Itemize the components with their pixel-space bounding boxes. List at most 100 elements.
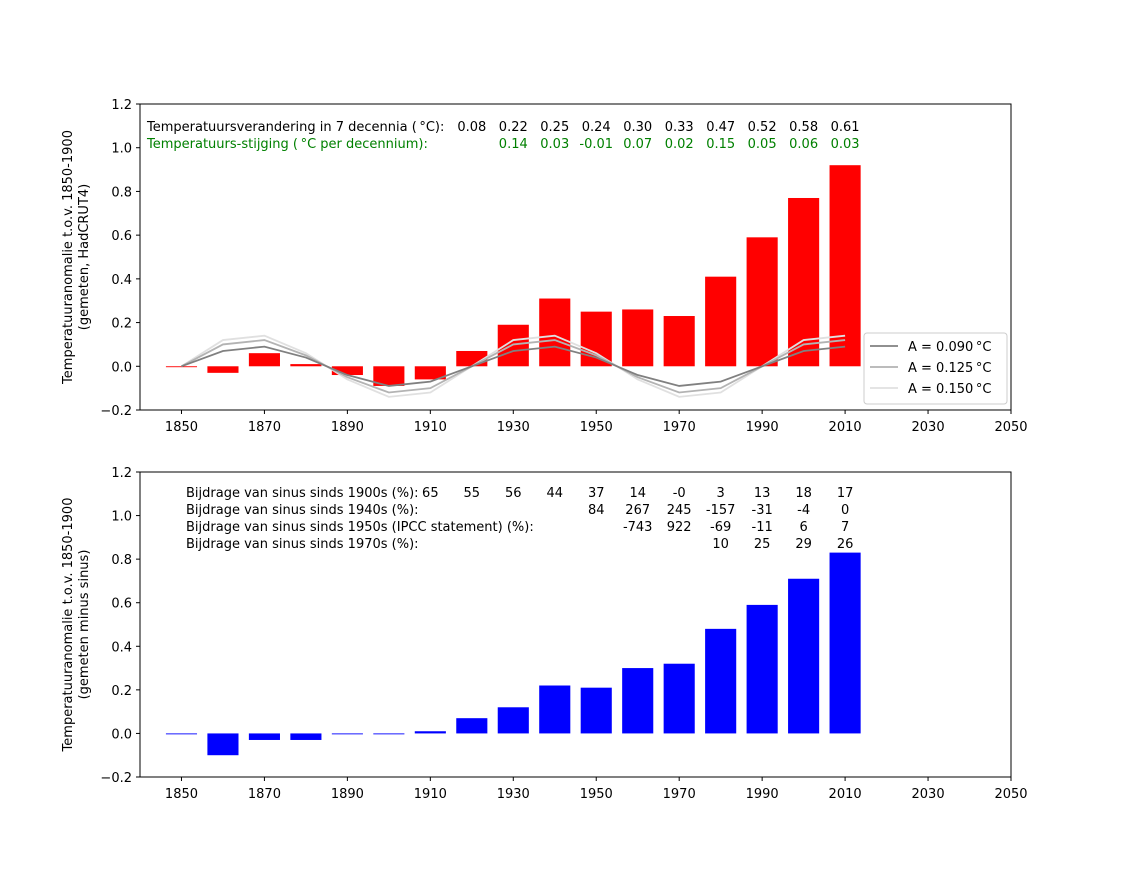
axes-frame xyxy=(139,471,1012,778)
bar-1960 xyxy=(622,668,654,734)
contribution-value: -69 xyxy=(710,520,731,535)
bar-1990 xyxy=(746,237,778,367)
bar-1920 xyxy=(456,718,488,734)
bar-1880 xyxy=(290,364,322,367)
x-tick-label: 2030 xyxy=(912,787,945,802)
bar-1970 xyxy=(663,316,695,367)
bar-1930 xyxy=(497,707,529,734)
contribution-value: -31 xyxy=(752,503,773,518)
x-tick-label: 1870 xyxy=(248,420,281,435)
bar-1900 xyxy=(373,366,405,386)
x-tick-label: 2010 xyxy=(829,787,862,802)
contribution-value: 25 xyxy=(754,537,771,552)
rate-value: 0.15 xyxy=(706,137,735,152)
bar-1970 xyxy=(663,663,695,734)
bar-1990 xyxy=(746,604,778,734)
contribution-label-0: Bijdrage van sinus sinds 1900s (%): xyxy=(186,486,419,501)
axes-frame xyxy=(139,103,1012,411)
x-tick-label: 1890 xyxy=(331,420,364,435)
legend-label-0: A = 0.090 °C xyxy=(908,340,991,355)
contribution-value: 13 xyxy=(754,486,771,501)
bar-1880 xyxy=(290,733,322,740)
y-tick-label: 0.2 xyxy=(111,317,132,332)
legend: A = 0.090 °C A = 0.125 °C A = 0.150 °C xyxy=(863,332,1008,405)
contribution-value: 10 xyxy=(712,537,729,552)
contribution-value: 6 xyxy=(799,520,807,535)
contribution-value: 65 xyxy=(422,486,439,501)
y-tick-label: 1.0 xyxy=(111,142,132,157)
change-value: 0.22 xyxy=(499,120,528,135)
legend-label-1: A = 0.125 °C xyxy=(908,361,991,376)
y-tick-label: 0.0 xyxy=(111,360,132,375)
y-tick-label: 0.0 xyxy=(111,727,132,742)
x-tick-label: 1850 xyxy=(165,787,198,802)
legend-label-2: A = 0.150 °C xyxy=(908,382,991,397)
x-tick-label: 1950 xyxy=(580,420,613,435)
bar-1910 xyxy=(414,366,446,380)
contribution-value: 0 xyxy=(841,503,849,518)
y-tick-label: 0.4 xyxy=(111,273,132,288)
change-value: 0.58 xyxy=(789,120,818,135)
sine-line-1 xyxy=(181,339,846,394)
bar-1850 xyxy=(165,366,198,368)
y-tick-label: 0.2 xyxy=(111,684,132,699)
bar-2010 xyxy=(829,552,861,734)
y-axis-sublabel: (gemeten minus sinus) xyxy=(77,550,92,700)
y-tick-label: 0.4 xyxy=(111,640,132,655)
contribution-value: -11 xyxy=(752,520,773,535)
rate-value: 0.06 xyxy=(789,137,818,152)
bar-1870 xyxy=(248,733,280,740)
x-tick-label: 1930 xyxy=(497,420,530,435)
x-tick-label: 2050 xyxy=(994,787,1027,802)
bar-2000 xyxy=(788,578,820,734)
x-tick-label: 1870 xyxy=(248,787,281,802)
rate-value: 0.14 xyxy=(499,137,528,152)
y-tick-label: −0.2 xyxy=(100,771,132,786)
change-value: 0.24 xyxy=(582,120,611,135)
change-value: 0.47 xyxy=(706,120,735,135)
y-axis-label: Temperatuuranomalie t.o.v. 1850-1900 xyxy=(61,498,76,753)
x-tick-label: 1990 xyxy=(746,420,779,435)
bar-1980 xyxy=(705,628,737,734)
contribution-label-3: Bijdrage van sinus sinds 1970s (%): xyxy=(186,537,419,552)
y-tick-label: 1.2 xyxy=(111,98,132,113)
rate-value: 0.05 xyxy=(748,137,777,152)
contribution-value: 267 xyxy=(625,503,650,518)
y-tick-label: 1.0 xyxy=(111,510,132,525)
chart-panel-1: 1850 1870 1890 1910 1930 1950 1970 1990 2010 2030… xyxy=(61,98,1028,435)
bar-1870 xyxy=(248,353,280,367)
contribution-value: 55 xyxy=(464,486,481,501)
contribution-value: -0 xyxy=(673,486,686,501)
contribution-value: 37 xyxy=(588,486,605,501)
contribution-value: 26 xyxy=(837,537,854,552)
contribution-value: -4 xyxy=(797,503,810,518)
x-tick-label: 1930 xyxy=(497,787,530,802)
bar-1850 xyxy=(165,733,198,735)
bar-1900 xyxy=(373,733,405,735)
y-tick-label: 1.2 xyxy=(111,466,132,481)
contribution-value: 245 xyxy=(667,503,692,518)
x-tick-label: 1910 xyxy=(414,787,447,802)
x-tick-label: 1890 xyxy=(331,787,364,802)
x-tick-label: 1910 xyxy=(414,420,447,435)
rate-value: 0.03 xyxy=(831,137,860,152)
contribution-label-1: Bijdrage van sinus sinds 1940s (%): xyxy=(186,503,419,518)
contribution-value: 14 xyxy=(629,486,646,501)
change-value: 0.25 xyxy=(540,120,569,135)
bar-1910 xyxy=(414,731,446,734)
rate-value: 0.02 xyxy=(665,137,694,152)
change-label: Temperatuursverandering in 7 decennia ( … xyxy=(146,120,444,135)
contribution-value: -743 xyxy=(623,520,653,535)
change-value: 0.61 xyxy=(831,120,860,135)
change-value: 0.08 xyxy=(457,120,486,135)
sine-line-2 xyxy=(180,334,846,398)
bar-1930 xyxy=(497,324,529,367)
x-tick-label: 1990 xyxy=(746,787,779,802)
contribution-value: 7 xyxy=(841,520,849,535)
contribution-value: 3 xyxy=(717,486,725,501)
x-tick-label: 1950 xyxy=(580,787,613,802)
y-tick-label: −0.2 xyxy=(100,404,132,419)
y-axis-label: Temperatuuranomalie t.o.v. 1850-1900 xyxy=(61,130,76,385)
contribution-value: 29 xyxy=(795,537,812,552)
contribution-label-2: Bijdrage van sinus sinds 1950s (IPCC sta… xyxy=(186,520,534,535)
